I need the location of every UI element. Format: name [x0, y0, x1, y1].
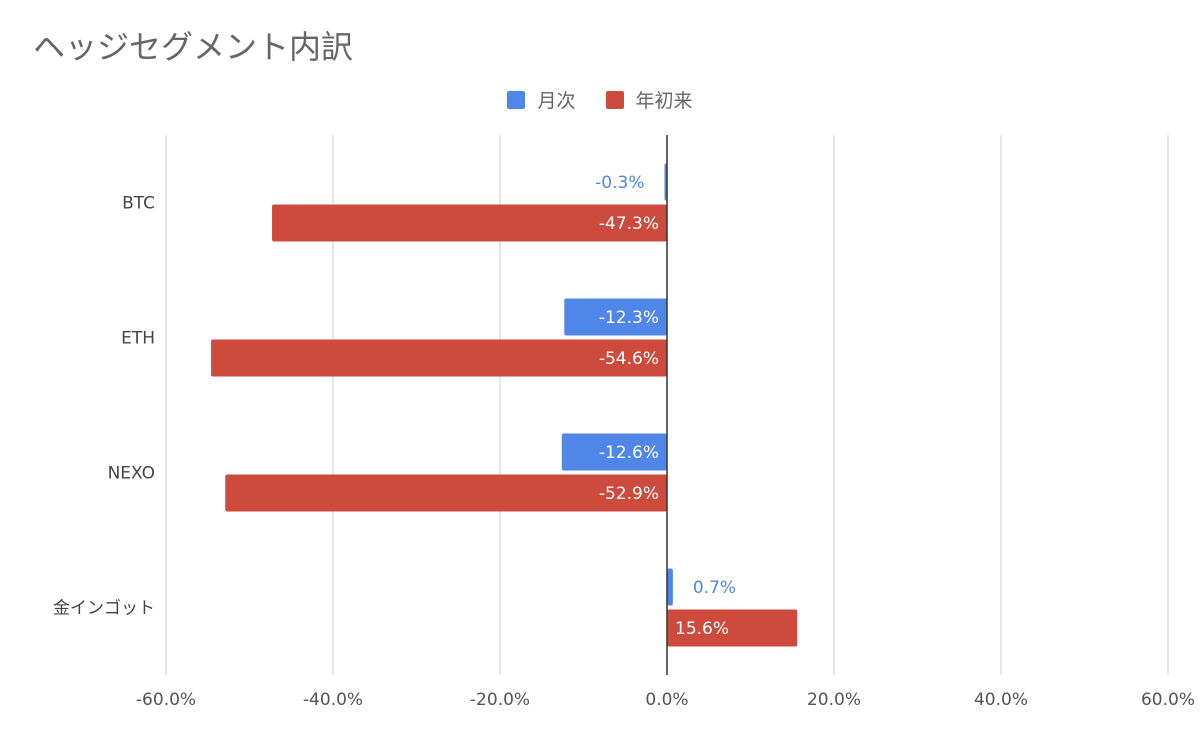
- data-label: -47.3%: [599, 214, 659, 234]
- bar-ytd: [225, 474, 667, 512]
- data-label: 0.7%: [693, 578, 736, 598]
- category-label: ETH: [121, 329, 155, 349]
- data-label: -52.9%: [599, 484, 659, 504]
- x-tick-label: 40.0%: [974, 690, 1028, 710]
- legend-item-monthly[interactable]: 月次: [507, 86, 576, 113]
- legend-label-monthly: 月次: [537, 90, 576, 112]
- data-label: 15.6%: [675, 619, 729, 639]
- chart-title: ヘッジセグメント内訳: [33, 28, 354, 66]
- category-label: BTC: [122, 194, 155, 214]
- legend-swatch-ytd: [605, 90, 624, 109]
- x-tick-label: 60.0%: [1141, 690, 1195, 710]
- bar-monthly: [564, 298, 667, 336]
- bar-ytd: [211, 339, 667, 377]
- legend-label-ytd: 年初来: [635, 90, 693, 112]
- data-label: -54.6%: [599, 349, 659, 369]
- x-tick-label: -20.0%: [470, 690, 530, 710]
- category-label: 金インゴット: [53, 598, 155, 619]
- x-tick-label: -40.0%: [303, 690, 363, 710]
- legend-item-ytd[interactable]: 年初来: [605, 86, 693, 113]
- bar-monthly: [667, 568, 673, 606]
- x-tick-label: -60.0%: [136, 690, 196, 710]
- bar-monthly: [561, 433, 667, 471]
- data-label: -0.3%: [595, 173, 644, 193]
- x-tick-label: 20.0%: [807, 690, 861, 710]
- legend-swatch-monthly: [507, 90, 526, 109]
- category-label: NEXO: [108, 464, 155, 484]
- bar-ytd: [272, 204, 667, 242]
- bar-ytd: [667, 609, 798, 647]
- x-tick-label: 0.0%: [645, 690, 688, 710]
- data-label: -12.3%: [599, 308, 659, 328]
- legend: 月次 年初来: [0, 86, 1200, 113]
- data-label: -12.6%: [599, 443, 659, 463]
